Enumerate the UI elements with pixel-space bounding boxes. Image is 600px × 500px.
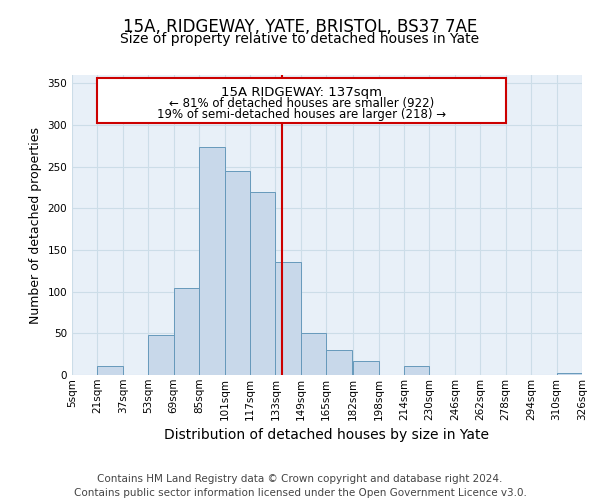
Bar (557, 372, 582, 375)
Bar (404, 366, 430, 375)
Text: Size of property relative to detached houses in Yate: Size of property relative to detached ho… (121, 32, 479, 46)
Bar (275, 262, 301, 375)
Text: 19% of semi-detached houses are larger (218) →: 19% of semi-detached houses are larger (… (157, 108, 446, 122)
FancyBboxPatch shape (97, 78, 506, 124)
Text: ← 81% of detached houses are smaller (922): ← 81% of detached houses are smaller (92… (169, 98, 434, 110)
Bar (97, 366, 123, 375)
X-axis label: Distribution of detached houses by size in Yate: Distribution of detached houses by size … (164, 428, 490, 442)
Bar (250, 192, 275, 375)
Text: Contains HM Land Registry data © Crown copyright and database right 2024.
Contai: Contains HM Land Registry data © Crown c… (74, 474, 526, 498)
Bar (301, 334, 326, 375)
Bar (326, 350, 352, 375)
Bar (353, 361, 379, 375)
Bar (199, 146, 224, 375)
Text: 15A, RIDGEWAY, YATE, BRISTOL, BS37 7AE: 15A, RIDGEWAY, YATE, BRISTOL, BS37 7AE (123, 18, 477, 36)
Bar (224, 171, 250, 375)
Bar (173, 288, 199, 375)
Y-axis label: Number of detached properties: Number of detached properties (29, 126, 42, 324)
Bar (148, 335, 173, 375)
Text: 15A RIDGEWAY: 137sqm: 15A RIDGEWAY: 137sqm (221, 86, 382, 99)
